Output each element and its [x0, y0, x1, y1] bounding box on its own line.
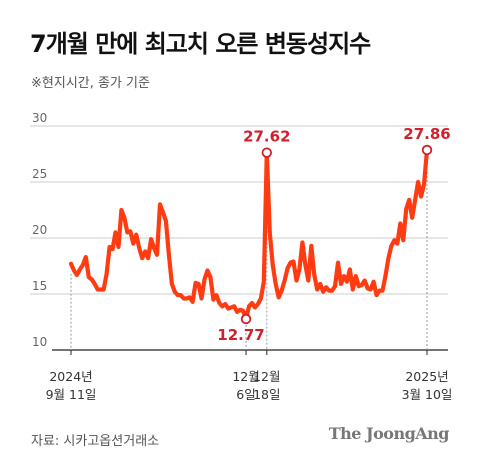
source-note: 자료: 시카고옵션거래소: [31, 434, 160, 449]
x-tick-label: 18일: [253, 387, 280, 402]
chart-title: 7개월 만에 최고치 오른 변동성지수: [30, 30, 371, 58]
y-tick-label: 30: [32, 111, 47, 125]
x-tick-label: 2024년: [49, 369, 92, 384]
data-label: 27.62: [243, 128, 290, 146]
data-label: 12.77: [217, 326, 264, 344]
y-tick-label: 20: [32, 223, 47, 237]
x-tick-label: 12월: [232, 369, 259, 384]
data-point-marker: [261, 147, 273, 158]
y-tick-label: 15: [32, 279, 47, 293]
y-tick-label: 10: [32, 335, 47, 349]
data-label: 27.86: [403, 125, 450, 143]
data-point-marker: [421, 144, 433, 156]
publisher-logo: The JoongAng: [328, 424, 450, 443]
x-tick-label: 2025년: [405, 369, 448, 384]
chart-subtitle: ※현지시간, 종가 기준: [31, 76, 150, 91]
x-tick-label: 12월: [253, 369, 280, 384]
series-line: [68, 147, 430, 322]
data-point-marker: [240, 313, 252, 325]
x-tick-label: 6일: [236, 387, 255, 402]
x-tick-label: 9월 11일: [46, 387, 97, 402]
x-tick-label: 3월 10일: [402, 387, 453, 402]
y-tick-label: 25: [32, 167, 47, 181]
